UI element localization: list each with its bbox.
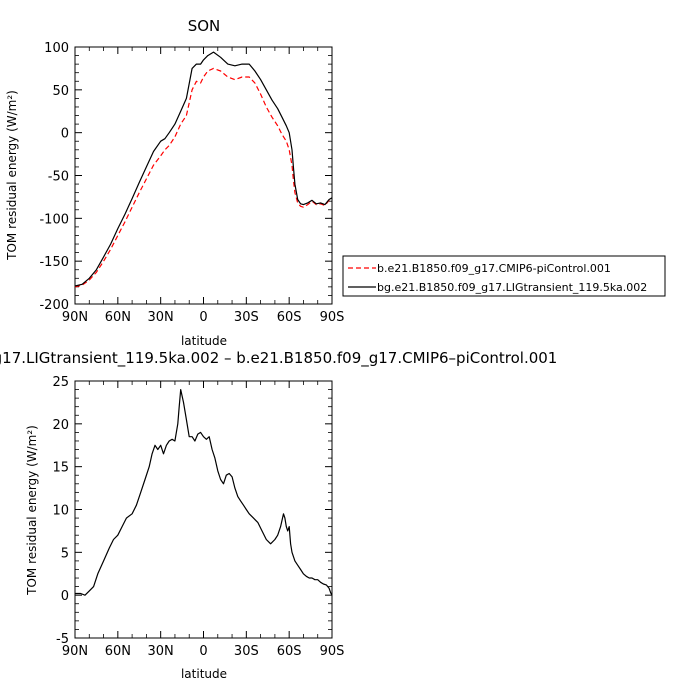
top-x-tick-label: 30S (234, 310, 259, 325)
top-x-tick-label: 60S (277, 310, 302, 325)
top-x-tick-label: 60N (105, 310, 131, 325)
bottom-y-tick-label: 20 (52, 418, 69, 433)
top-panel: SON -200 -150 -100 -50 0 50 100 90N 60N 30N 0 30S 60… (5, 17, 344, 348)
bottom-series (75, 389, 333, 596)
top-y-axis-title: TOM residual energy (W/m²) (5, 90, 19, 261)
bottom-series-line-0 (75, 389, 333, 596)
top-y-tick-label: -100 (39, 212, 69, 227)
top-y-tick-label: -150 (39, 255, 69, 270)
top-series (74, 51, 333, 288)
bottom-y-tick-label: 10 (52, 504, 69, 519)
bottom-x-tick-label: 60N (105, 644, 131, 659)
bottom-y-tick-label: -5 (56, 632, 69, 647)
bottom-x-tick-label: 60S (277, 644, 302, 659)
bottom-y-tick-label: 25 (52, 375, 69, 390)
bottom-x-tick-label: 0 (199, 644, 207, 659)
top-y-tick-label: 50 (52, 84, 69, 99)
bottom-x-tick-label: 90S (320, 644, 345, 659)
bottom-y-tick-label: 15 (52, 461, 69, 476)
difference-title: bg.e21.B1850.f09_g17.LIGtransient_119.5k… (0, 349, 557, 368)
bottom-panel: -5 0 5 10 15 20 25 90N 60N 30N 0 30S 60S 90S TOM resi… (25, 375, 344, 681)
bottom-plot-frame (74, 380, 333, 639)
top-y-tick-label: -200 (39, 298, 69, 313)
top-x-axis-title: latitude (181, 334, 227, 348)
top-ticks: -200 -150 -100 -50 0 50 100 90N 60N 30N 0 30S 60S 90S (39, 41, 344, 325)
legend-label-lig: bg.e21.B1850.f09_g17.LIGtransient_119.5k… (377, 281, 647, 294)
legend: b.e21.B1850.f09_g17.CMIP6-piControl.001 … (342, 255, 666, 297)
top-y-tick-label: 100 (44, 41, 69, 56)
top-y-tick-label: 0 (61, 127, 69, 142)
bottom-x-tick-label: 90N (62, 644, 88, 659)
bottom-y-tick-label: 5 (61, 546, 69, 561)
top-y-tick-label: -50 (48, 170, 69, 185)
bottom-y-tick-label: 0 (61, 589, 69, 604)
top-x-tick-label: 90S (320, 310, 345, 325)
top-series-line-1 (74, 51, 333, 287)
bottom-x-tick-label: 30N (148, 644, 174, 659)
top-series-line-0 (74, 67, 333, 288)
bottom-x-axis-title: latitude (181, 667, 227, 681)
legend-label-control: b.e21.B1850.f09_g17.CMIP6-piControl.001 (377, 262, 611, 275)
top-x-tick-label: 0 (199, 310, 207, 325)
top-x-tick-label: 90N (62, 310, 88, 325)
top-x-tick-label: 30N (148, 310, 174, 325)
legend-box (342, 255, 666, 297)
top-title: SON (188, 17, 221, 35)
bottom-ticks: -5 0 5 10 15 20 25 90N 60N 30N 0 30S 60S 90S (52, 375, 344, 659)
bottom-x-tick-label: 30S (234, 644, 259, 659)
bottom-y-axis-title: TOM residual energy (W/m²) (25, 425, 39, 596)
